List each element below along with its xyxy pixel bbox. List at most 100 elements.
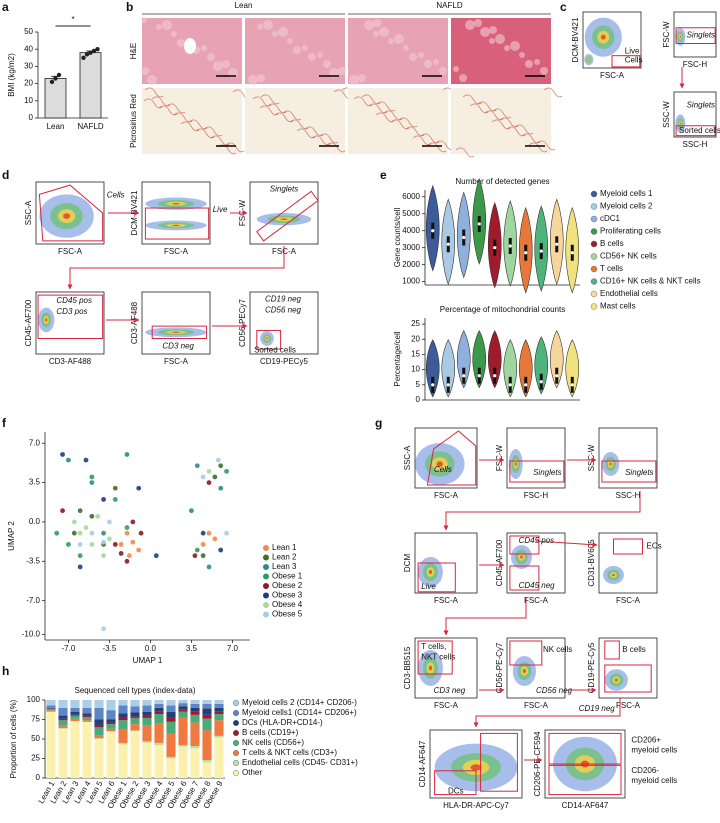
texture (534, 59, 540, 65)
legend-label: Proliferating cells (600, 227, 661, 236)
violin (487, 330, 502, 389)
legend-swatch (263, 583, 269, 589)
panel-label: b (126, 0, 133, 14)
texture (162, 20, 172, 30)
legend-label: Myeloid cells1 (CD14+ CD206+) (242, 708, 357, 717)
bar-segment (70, 711, 80, 715)
point (89, 480, 95, 485)
bar-segment (70, 721, 80, 778)
violin (518, 339, 533, 398)
collagen (427, 142, 447, 153)
bar-segment (106, 724, 116, 729)
row-label: Picrosirius Red (129, 94, 138, 148)
x-axis-label: FSC-A (434, 596, 459, 605)
data-point (95, 47, 100, 52)
y-tick-label: 50 (31, 734, 40, 743)
x-axis-label: FSC-A (616, 596, 641, 605)
collagen (260, 94, 280, 105)
bar-segment (142, 700, 152, 706)
group-header: NAFLD (436, 1, 462, 10)
gate-label: CD56 neg (265, 306, 302, 315)
gate (548, 732, 622, 765)
bar-segment (166, 711, 176, 718)
point (124, 530, 130, 536)
density (679, 122, 681, 125)
legend-label: DCs (HLA-DR+CD14-) (242, 718, 323, 727)
texture (147, 75, 157, 85)
plot-frame (506, 532, 566, 594)
x-axis-label: CD3-AF488 (49, 357, 92, 366)
gate-label: myeloid cells (631, 746, 677, 755)
bar-segment (166, 700, 176, 706)
gate (675, 27, 716, 44)
bar-segment (58, 728, 68, 729)
median (446, 242, 450, 246)
y-tick-label: 0 (416, 395, 421, 404)
point (218, 547, 224, 553)
data-point (91, 48, 97, 54)
median (555, 374, 559, 378)
gate-label: CD45 pos (519, 536, 555, 545)
bar-segment (166, 717, 176, 722)
gate-label: Singlets (687, 31, 715, 40)
collagen (225, 142, 245, 153)
legend-swatch (263, 592, 269, 599)
gate (611, 55, 641, 68)
point (136, 547, 142, 553)
y-axis-label: UMAP 2 (7, 521, 16, 551)
legend-swatch (232, 730, 239, 737)
density (428, 570, 433, 574)
x-axis-label: FSC-A (600, 71, 625, 80)
violin (503, 339, 518, 398)
legend-swatch (263, 554, 269, 561)
y-axis-label: CD206-PE-CF594 (533, 731, 542, 796)
plot-frame (249, 291, 319, 355)
texture (177, 39, 185, 47)
texture (480, 27, 490, 37)
point (200, 553, 206, 559)
legend-swatch (232, 710, 239, 717)
texture (474, 19, 482, 27)
legend-swatch (590, 203, 598, 210)
density (428, 665, 433, 671)
bar-segment (118, 717, 128, 721)
legend-label: T cells & NKT cells (CD3+) (242, 748, 337, 757)
y-axis-label: CD45-AF700 (24, 299, 33, 346)
bar-segment (154, 745, 164, 778)
point (83, 525, 89, 530)
point (200, 474, 206, 480)
violin (456, 330, 471, 389)
gate-label: Live (213, 205, 228, 214)
texture (519, 52, 525, 58)
legend-label: NK cells (CD56+) (242, 738, 304, 747)
texture (207, 53, 215, 61)
gate-label: DCs (448, 786, 464, 795)
point (200, 542, 206, 547)
point (192, 553, 198, 559)
density (612, 573, 615, 577)
legend-swatch (590, 240, 598, 248)
arrow (473, 698, 621, 728)
y-tick-label: 5000 (402, 209, 420, 218)
legend-swatch (263, 564, 269, 570)
bar-segment (118, 742, 128, 745)
point (89, 513, 95, 519)
bar-segment (70, 707, 80, 712)
legend-label: CD56+ NK cells (600, 252, 657, 261)
y-tick-label: 25 (411, 319, 420, 328)
gate-label: ECs (647, 541, 662, 550)
bar-segment (202, 730, 212, 761)
gate (256, 190, 319, 242)
bar-segment (154, 723, 164, 743)
y-axis-label: Gene counts/cell (393, 207, 402, 267)
histology-image (451, 88, 551, 154)
point (124, 558, 130, 564)
bar-segment (178, 709, 188, 712)
median (555, 242, 559, 246)
gate-label: CD56 neg (536, 686, 573, 695)
histology-image (348, 18, 448, 84)
y-tick-label: 50 (24, 27, 33, 36)
bar-segment (46, 708, 56, 711)
bar-segment (142, 725, 152, 742)
gate (256, 329, 282, 350)
